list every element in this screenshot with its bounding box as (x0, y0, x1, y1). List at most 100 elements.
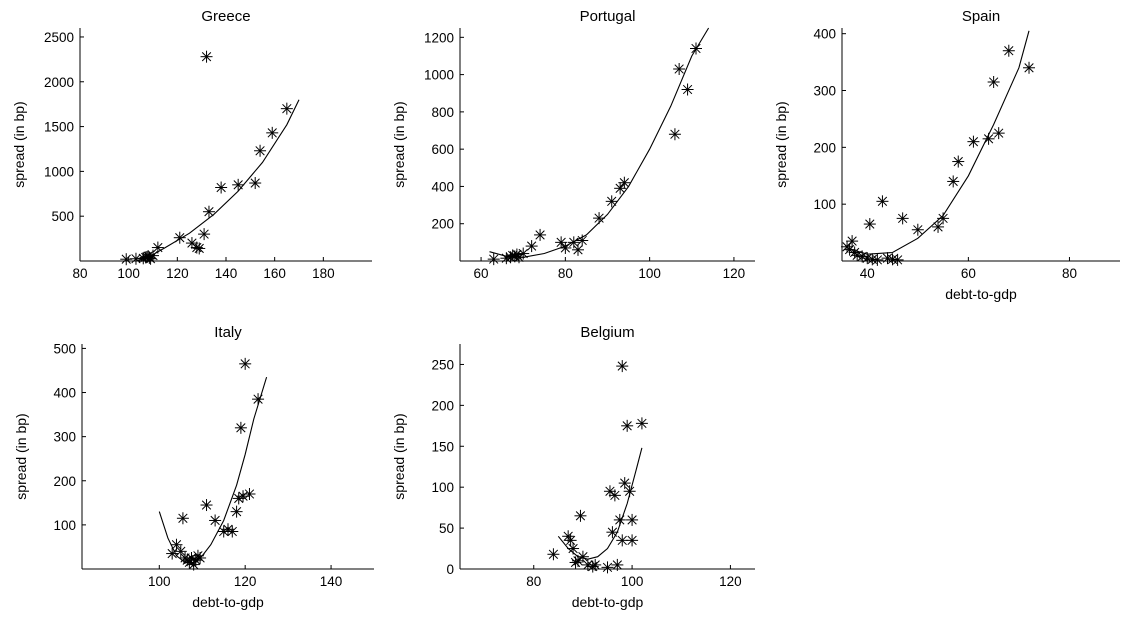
x-tick-label: 60 (474, 266, 489, 281)
fit-curve (557, 447, 643, 560)
x-tick-label: 40 (860, 266, 875, 281)
chart-title: Portugal (580, 8, 636, 25)
y-tick-label: 200 (431, 217, 454, 232)
data-point-asterisk (226, 525, 239, 538)
y-tick-label: 200 (813, 140, 836, 155)
fit-curve (489, 27, 710, 258)
data-point-asterisk (254, 144, 267, 157)
fit-curve (158, 376, 268, 563)
chart-title: Belgium (580, 324, 634, 341)
data-point-asterisk (230, 505, 243, 518)
y-tick-label: 500 (53, 341, 76, 356)
y-tick-label: 400 (431, 179, 454, 194)
y-axis-label: spread (in bp) (773, 101, 789, 187)
data-point-asterisk (217, 525, 230, 538)
data-point-asterisk (215, 181, 228, 194)
panel-spain: 40 60 80 100 200 300 400 Spain debt-to-gdp spread… (773, 8, 1120, 302)
data-point-asterisk (611, 558, 624, 571)
panel-belgium: 80 100 120 0 50 100 150 200 250 Belgium debt-to-gd… (391, 324, 755, 610)
data-point-asterisk (967, 135, 980, 148)
x-tick-label: 100 (148, 574, 171, 589)
data-point-asterisk (1002, 44, 1015, 57)
data-point-asterisk (555, 236, 568, 249)
x-tick-label: 60 (961, 266, 976, 281)
data-point-asterisk (232, 178, 245, 191)
data-point-asterisk (564, 534, 577, 547)
y-tick-label: 1500 (44, 120, 74, 135)
y-tick-label: 0 (446, 562, 454, 577)
y-tick-label: 400 (813, 27, 836, 42)
data-point-asterisk (190, 241, 203, 254)
panel-portugal: 60 80 100 120 200 400 600 800 1000 1200 Portugal sp… (391, 8, 755, 281)
x-axis-label: debt-to-gdp (192, 594, 264, 610)
data-point-asterisk (1023, 61, 1036, 74)
x-tick-label: 80 (526, 574, 541, 589)
data-point-asterisk (200, 50, 213, 63)
y-tick-label: 2000 (44, 75, 74, 90)
data-point-asterisk (574, 509, 587, 522)
y-tick-label: 150 (431, 439, 454, 454)
data-point-asterisk (947, 175, 960, 188)
data-point-asterisk (534, 228, 547, 241)
data-point-asterisk (668, 128, 681, 141)
data-point-asterisk (605, 195, 618, 208)
y-tick-label: 600 (431, 142, 454, 157)
chart-title: Italy (214, 324, 242, 341)
x-tick-label: 120 (719, 574, 742, 589)
data-point-asterisk (200, 499, 213, 512)
x-tick-label: 100 (117, 266, 140, 281)
panel-italy: 100 120 140 100 200 300 400 500 Italy debt-to-gdp… (13, 324, 374, 610)
data-point-asterisk (239, 357, 252, 370)
data-point-asterisk (987, 75, 1000, 88)
x-tick-label: 80 (72, 266, 87, 281)
y-tick-label: 2500 (44, 30, 74, 45)
data-point-asterisk (606, 526, 619, 539)
data-point-asterisk (616, 360, 629, 373)
x-tick-label: 180 (312, 266, 335, 281)
data-point-asterisk (937, 212, 950, 225)
data-point-asterisk (174, 545, 187, 558)
data-point-asterisk (166, 547, 179, 560)
y-tick-label: 300 (813, 84, 836, 99)
y-tick-label: 800 (431, 105, 454, 120)
data-point-asterisk (525, 240, 538, 253)
data-point-asterisk (876, 195, 889, 208)
x-tick-label: 100 (638, 266, 661, 281)
y-tick-label: 250 (431, 357, 454, 372)
y-axis-label: spread (in bp) (391, 101, 407, 187)
x-tick-label: 120 (166, 266, 189, 281)
data-point-asterisk (243, 488, 256, 500)
data-point-asterisk (626, 534, 639, 547)
data-point-asterisk (992, 127, 1005, 140)
x-tick-label: 80 (1062, 266, 1077, 281)
data-point-asterisk (681, 83, 694, 96)
data-point-asterisk (198, 228, 211, 241)
data-point-asterisk (176, 512, 189, 525)
data-point-asterisk (147, 249, 159, 262)
y-tick-label: 400 (53, 386, 76, 401)
data-point-asterisk (952, 155, 965, 168)
data-point-asterisk (871, 253, 884, 266)
data-point-asterisk (896, 212, 909, 225)
data-point-asterisk (621, 419, 634, 432)
data-point-asterisk (932, 220, 945, 233)
data-point-asterisk (266, 126, 279, 139)
y-axis-label: spread (in bp) (11, 101, 27, 187)
x-tick-label: 160 (263, 266, 286, 281)
x-tick-label: 100 (621, 574, 644, 589)
data-point-asterisk (608, 489, 621, 502)
y-tick-label: 50 (439, 521, 454, 536)
data-point-asterisk (635, 417, 648, 430)
data-point-asterisk (626, 513, 639, 526)
data-point-asterisk (601, 561, 614, 574)
fit-curve (135, 99, 300, 262)
y-tick-label: 500 (51, 209, 74, 224)
data-point-asterisk (232, 492, 245, 505)
y-tick-label: 200 (431, 398, 454, 413)
y-tick-label: 1200 (424, 30, 454, 45)
data-point-asterisk (673, 63, 686, 76)
panel-greece: 80 100 120 140 160 180 500 1000 1500 2000 2500 Gree… (11, 8, 372, 281)
y-axis-label: spread (in bp) (13, 413, 29, 499)
data-point-asterisk (487, 253, 500, 266)
